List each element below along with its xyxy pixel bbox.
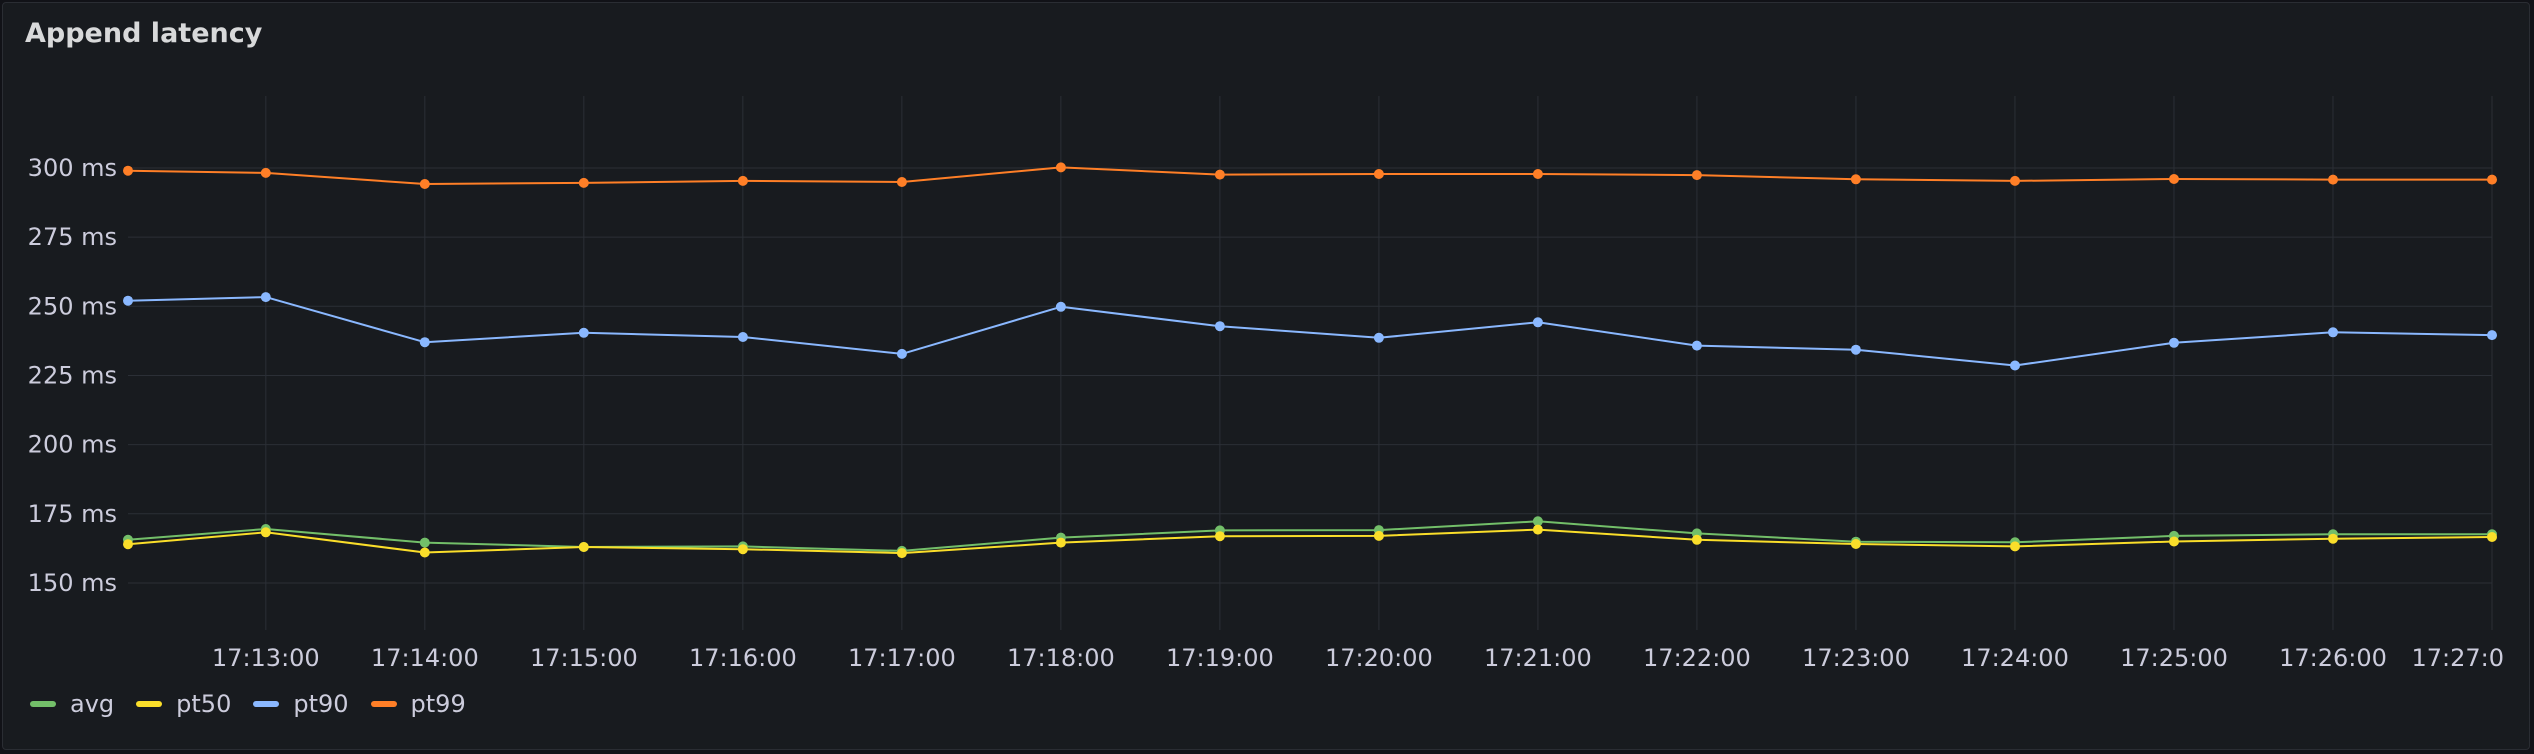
data-point-pt90[interactable] xyxy=(578,327,589,338)
y-tick-label: 225 ms xyxy=(28,361,117,389)
x-tick-label: 17:23:00 xyxy=(1802,644,1910,672)
data-point-pt50[interactable] xyxy=(1691,534,1702,545)
legend-swatch-pt90 xyxy=(253,701,280,707)
legend: avg pt50 pt90 pt99 xyxy=(30,690,466,718)
data-point-pt90[interactable] xyxy=(1850,344,1861,355)
data-point-pt99[interactable] xyxy=(260,167,271,178)
data-point-pt99[interactable] xyxy=(1691,170,1702,181)
series-line-pt90 xyxy=(127,296,2493,367)
data-point-pt90[interactable] xyxy=(260,292,271,303)
legend-swatch-avg xyxy=(30,701,56,707)
legend-swatch-pt50 xyxy=(136,701,163,707)
data-point-pt99[interactable] xyxy=(2487,174,2497,185)
x-tick-label: 17:26:00 xyxy=(2279,644,2387,672)
y-tick-label: 250 ms xyxy=(28,292,117,320)
data-point-pt90[interactable] xyxy=(2010,360,2020,371)
legend-swatch-pt99 xyxy=(370,701,397,707)
x-tick-label: 17:15:00 xyxy=(530,644,638,672)
data-point-pt90[interactable] xyxy=(419,337,430,348)
y-tick-label: 200 ms xyxy=(28,431,117,459)
x-tick-label: 17:19:00 xyxy=(1166,644,1274,672)
data-point-pt99[interactable] xyxy=(419,179,430,189)
data-point-pt50[interactable] xyxy=(1214,531,1225,542)
y-tick-label: 300 ms xyxy=(28,154,117,182)
data-point-pt99[interactable] xyxy=(1373,169,1384,179)
data-point-pt99[interactable] xyxy=(737,175,748,186)
data-point-pt50[interactable] xyxy=(2328,533,2338,544)
series-group xyxy=(123,162,2497,559)
y-tick-label: 150 ms xyxy=(28,569,117,597)
data-point-pt50[interactable] xyxy=(896,548,907,559)
data-point-pt99[interactable] xyxy=(1850,174,1861,185)
x-tick-label: 17:24:00 xyxy=(1961,644,2069,672)
legend-label-pt50: pt50 xyxy=(176,690,232,718)
y-tick-label: 175 ms xyxy=(28,500,117,528)
data-point-pt50[interactable] xyxy=(260,527,271,538)
legend-item-pt99[interactable]: pt99 xyxy=(370,690,466,718)
data-point-pt90[interactable] xyxy=(123,295,133,306)
data-point-pt99[interactable] xyxy=(896,177,907,187)
data-point-pt99[interactable] xyxy=(2328,174,2338,185)
data-point-pt99[interactable] xyxy=(578,177,589,188)
data-point-pt90[interactable] xyxy=(1691,340,1702,351)
data-point-pt50[interactable] xyxy=(1532,524,1543,535)
x-tick-label: 17:22:00 xyxy=(1643,644,1751,672)
data-point-avg[interactable] xyxy=(1532,516,1543,527)
series-line-pt99 xyxy=(127,166,2492,185)
x-tick-label: 17:21:00 xyxy=(1484,644,1592,672)
data-point-pt90[interactable] xyxy=(1373,332,1384,343)
y-axis: 150 ms 175 ms 200 ms 225 ms 250 ms 275 ms 300 … xyxy=(28,154,117,597)
data-point-pt90[interactable] xyxy=(896,348,907,359)
legend-label-pt99: pt99 xyxy=(410,690,466,718)
x-tick-label: 17:27:0 xyxy=(2411,644,2504,672)
data-point-pt90[interactable] xyxy=(2169,337,2179,348)
x-tick-label: 17:20:00 xyxy=(1325,644,1433,672)
data-point-pt50[interactable] xyxy=(578,542,589,552)
legend-item-avg[interactable]: avg xyxy=(30,690,114,718)
data-point-pt50[interactable] xyxy=(1850,539,1861,549)
x-tick-label: 17:13:00 xyxy=(212,644,320,672)
data-point-pt99[interactable] xyxy=(2010,175,2020,186)
x-tick-label: 17:14:00 xyxy=(371,644,479,672)
panel-title: Append latency xyxy=(25,18,263,49)
data-point-pt99[interactable] xyxy=(1055,162,1066,173)
data-point-pt50[interactable] xyxy=(737,544,748,555)
x-tick-label: 17:25:00 xyxy=(2120,644,2228,672)
data-point-avg[interactable] xyxy=(419,537,430,548)
data-point-pt50[interactable] xyxy=(2169,536,2179,547)
data-point-pt50[interactable] xyxy=(1373,530,1384,541)
series-pt50 xyxy=(123,524,2497,559)
data-point-pt90[interactable] xyxy=(2487,330,2497,341)
legend-label-avg: avg xyxy=(70,690,115,718)
data-point-pt50[interactable] xyxy=(419,547,430,558)
series-pt90 xyxy=(123,292,2497,371)
data-point-pt50[interactable] xyxy=(2010,541,2020,552)
series-line-avg xyxy=(127,520,2492,552)
data-point-pt99[interactable] xyxy=(2169,174,2179,184)
x-tick-label: 17:18:00 xyxy=(1007,644,1115,672)
series-pt99 xyxy=(123,162,2497,189)
y-gridlines xyxy=(128,167,2492,584)
x-tick-label: 17:17:00 xyxy=(848,644,956,672)
data-point-pt50[interactable] xyxy=(2487,532,2497,542)
legend-item-pt50[interactable]: pt50 xyxy=(136,690,231,718)
data-point-pt90[interactable] xyxy=(737,332,748,342)
data-point-pt99[interactable] xyxy=(1214,169,1225,180)
x-tick-label: 17:16:00 xyxy=(689,644,797,672)
data-point-pt90[interactable] xyxy=(1532,317,1543,328)
data-point-pt90[interactable] xyxy=(1055,301,1066,312)
legend-item-pt90[interactable]: pt90 xyxy=(253,690,349,718)
y-tick-label: 275 ms xyxy=(28,223,117,251)
data-point-pt50[interactable] xyxy=(1055,537,1066,548)
data-point-pt90[interactable] xyxy=(2328,327,2338,338)
data-point-pt50[interactable] xyxy=(123,539,133,550)
series-line-pt50 xyxy=(127,528,2493,555)
data-point-pt90[interactable] xyxy=(1214,321,1225,332)
x-axis: 17:13:00 17:14:00 17:15:00 17:16:00 17:17:00… xyxy=(212,644,2504,672)
data-point-pt99[interactable] xyxy=(1532,169,1543,179)
legend-label-pt90: pt90 xyxy=(293,690,349,718)
data-point-pt99[interactable] xyxy=(123,165,133,176)
